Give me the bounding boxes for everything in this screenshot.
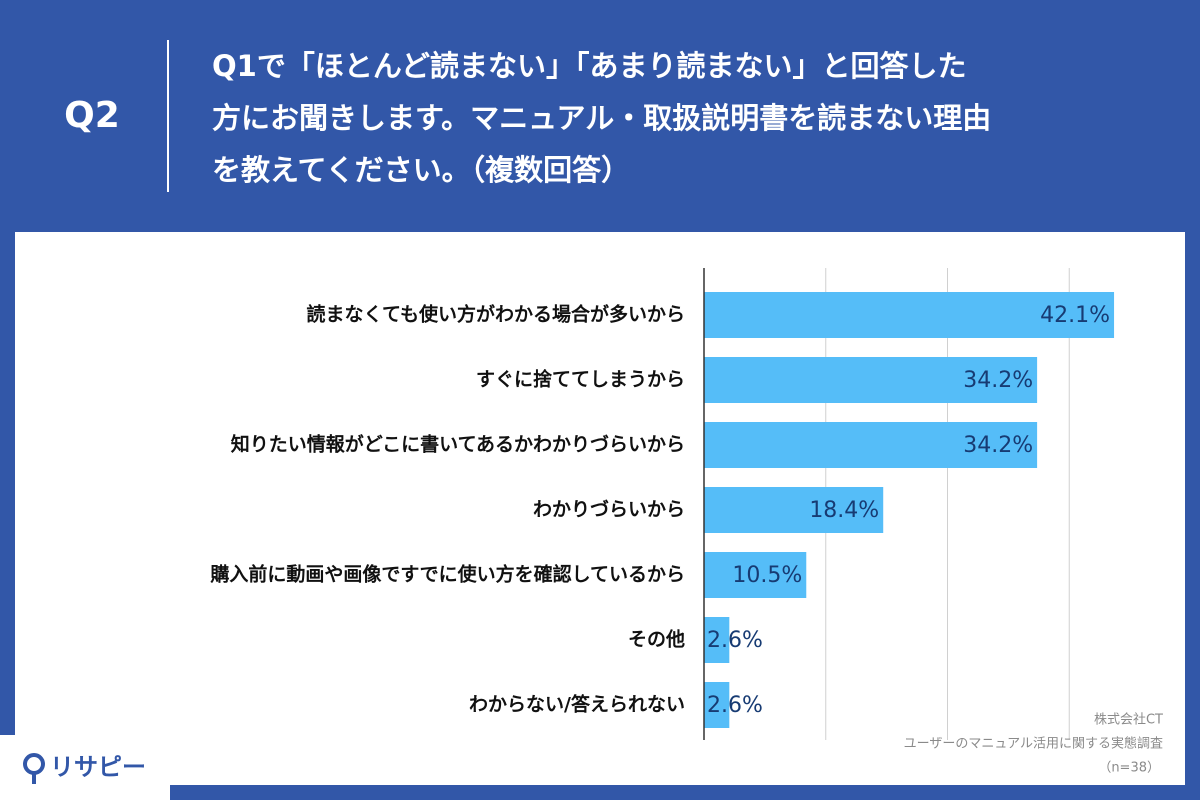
value-label: 42.1% <box>1040 303 1110 328</box>
bar <box>704 617 730 663</box>
company: 株式会社CT <box>1094 712 1163 728</box>
bar <box>704 552 807 598</box>
bar <box>704 487 884 533</box>
category-label: 読まなくても使い方がわかる場合が多いから <box>307 303 685 326</box>
category-label: 知りたい情報がどこに書いてあるかわかりづらいから <box>231 433 685 456</box>
value-label: 2.6% <box>707 628 763 653</box>
value-label: 34.2% <box>963 433 1033 458</box>
logo: リサピー <box>50 753 146 781</box>
survey: ユーザーのマニュアル活用に関する実態調査 <box>904 736 1163 752</box>
value-label: 10.5% <box>732 563 802 588</box>
value-label: 34.2% <box>963 368 1033 393</box>
question-line: 方にお聞きします。マニュアル・取扱説明書を読まない理由 <box>212 101 991 135</box>
value-label: 2.6% <box>707 693 763 718</box>
logo-tab <box>0 735 170 800</box>
bar <box>704 682 730 728</box>
category-label: わからない/答えられない <box>469 693 685 716</box>
bar <box>704 292 1115 338</box>
category-label: 購入前に動画や画像ですでに使い方を確認しているから <box>210 563 685 586</box>
category-label: その他 <box>628 628 685 651</box>
plot: 読まなくても使い方がわかる場合が多いから 42.1% すぐに捨ててしまうから 34.2… <box>210 268 1115 740</box>
sample: （n=38） <box>1098 761 1160 776</box>
question-line: Q1で「ほとんど読まない」「あまり読まない」と回答した <box>212 49 966 83</box>
value-label: 18.4% <box>809 498 879 523</box>
category-label: わかりづらいから <box>533 499 685 521</box>
question-line: を教えてください。（複数回答） <box>212 153 630 187</box>
category-label: すぐに捨ててしまうから <box>476 368 685 391</box>
bar <box>704 357 1038 403</box>
badge: Q2 <box>64 95 120 136</box>
bar <box>704 422 1038 468</box>
